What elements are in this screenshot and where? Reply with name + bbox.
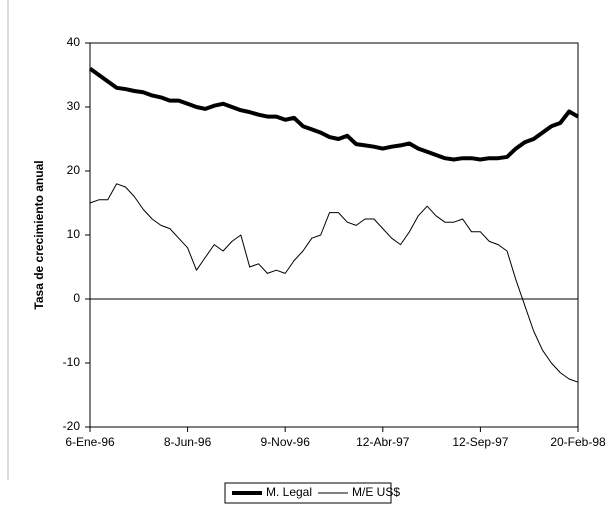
y-tick-label: 30	[67, 99, 81, 113]
y-tick-label: 20	[67, 163, 81, 177]
plot-area	[89, 42, 579, 428]
y-tick-label: 0	[73, 291, 80, 305]
y-tick-label: 40	[67, 35, 81, 49]
x-tick-label: 6-Ene-96	[65, 435, 115, 449]
x-tick-label: 9-Nov-96	[261, 435, 311, 449]
x-tick-label: 20-Feb-98	[550, 435, 606, 449]
x-tick-label: 12-Sep-97	[452, 435, 508, 449]
legend-box	[224, 482, 392, 504]
x-tick-label: 8-Jun-96	[164, 435, 212, 449]
y-axis-title: Tasa de crecimiento anual	[32, 160, 46, 309]
y-tick-label: -20	[63, 419, 81, 433]
legend-label: M/E US$	[352, 485, 400, 499]
y-tick-label: -10	[63, 355, 81, 369]
y-tick-label: 10	[67, 227, 81, 241]
series-line	[88, 66, 579, 162]
series-line	[89, 183, 579, 383]
legend-label: M. Legal	[266, 485, 312, 499]
x-tick-label: 12-Abr-97	[356, 435, 410, 449]
